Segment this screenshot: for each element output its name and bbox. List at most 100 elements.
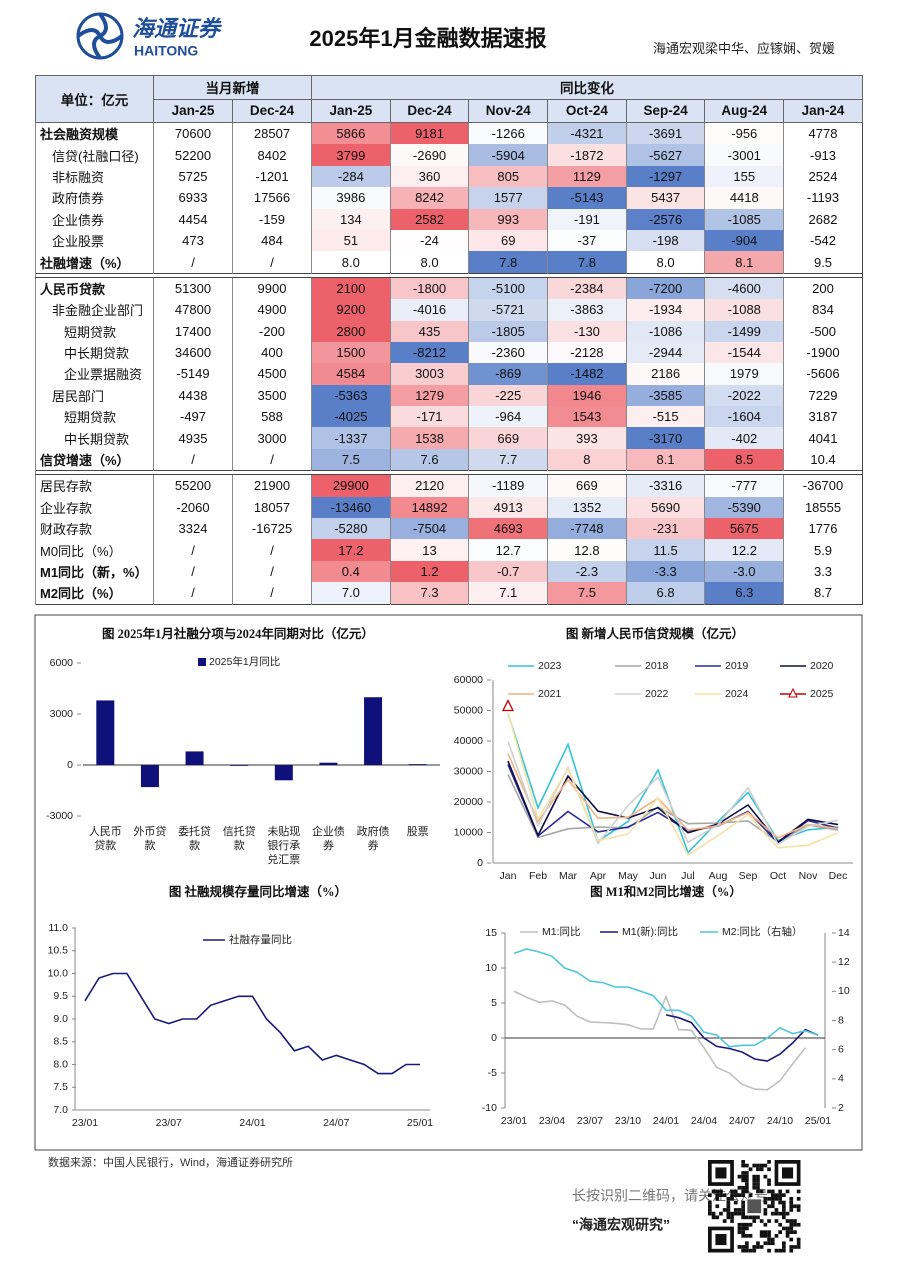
table-cell: -497 [153, 406, 233, 428]
table-cell: 1577 [468, 187, 548, 209]
qr-finder [782, 1167, 794, 1179]
qr-module [778, 1211, 782, 1216]
qr-module [767, 1178, 771, 1183]
qr-module [737, 1230, 742, 1234]
y-tick-label: 60000 [454, 674, 483, 686]
qr-module [770, 1200, 775, 1205]
table-cell: 1776 [783, 518, 863, 540]
qr-module [793, 1204, 797, 1209]
row-label: 财政存款 [35, 518, 154, 540]
table-cell: -3.0 [704, 560, 784, 583]
qr-module [778, 1200, 782, 1205]
table-cell: -1544 [704, 341, 784, 364]
qr-module [741, 1200, 745, 1205]
table-cell: 14892 [389, 496, 469, 519]
x-tick-label: 24/01 [653, 1115, 679, 1127]
table-cell: 18555 [783, 496, 863, 519]
table-cell: -500 [783, 320, 863, 342]
legend-label: 2025年1月同比 [209, 655, 280, 668]
qr-module [741, 1234, 745, 1238]
table-cell: 4693 [468, 518, 548, 540]
qr-module [789, 1222, 794, 1227]
bar [408, 764, 427, 765]
table-cell: 12.8 [547, 539, 627, 561]
table-cell: -777 [704, 474, 784, 497]
table-cell: 8.7 [783, 582, 863, 605]
table-cell: -5363 [311, 384, 391, 407]
chart-title: 图 新增人民币信贷规模（亿元） [566, 626, 744, 641]
table-cell: 47800 [153, 299, 233, 321]
qr-module [785, 1234, 790, 1238]
qr-module [767, 1182, 771, 1186]
table-cell: -1086 [625, 320, 705, 342]
row-label: 居民存款 [35, 474, 154, 497]
x-tick-label: Aug [709, 870, 728, 882]
table-cell: 8.0 [311, 251, 391, 274]
qr-module [767, 1241, 771, 1246]
qr-module [789, 1200, 794, 1205]
x-tick-label: Mar [559, 870, 578, 882]
qr-module [782, 1215, 786, 1220]
table-row: 企业债券 4454 -159 134 2582 993 -191 -2576 -1085 2682 [35, 208, 863, 230]
legend-label: M2:同比（右轴） [722, 925, 803, 938]
x-tick-label: 23/07 [577, 1115, 603, 1127]
table-row: 企业股票 473 484 51 -24 69 -37 -198 -904 -542 [35, 229, 863, 252]
qr-module [745, 1241, 749, 1246]
qr-module [722, 1219, 727, 1223]
qr-module [745, 1182, 749, 1186]
table-cell: 1129 [547, 165, 627, 188]
table-cell: 8.0 [625, 251, 705, 274]
table-row: 社融增速（%） //8.0 8.0 7.8 7.8 8.0 8.1 9.5 [35, 251, 863, 274]
x-tick-label: Jun [650, 870, 667, 882]
qr-module [763, 1241, 768, 1246]
table-row: 人民币贷款 51300 9900 2100 -1800 -5100 -2384 -7200 -4… [35, 277, 863, 300]
table-cell: 5675 [704, 518, 784, 540]
y-tick-label: 10.0 [48, 967, 69, 979]
y-tick-label: 7.0 [53, 1104, 68, 1116]
table-cell: 7.6 [389, 448, 469, 471]
qr-module [763, 1174, 768, 1179]
series-line [84, 972, 420, 1075]
table-cell: -3001 [704, 144, 784, 166]
table-cell: 4438 [153, 384, 233, 407]
row-label: 非标融资 [35, 165, 154, 188]
qr-module [741, 1226, 745, 1231]
logo-en: HAITONG [134, 43, 198, 59]
table-cell: -1499 [704, 320, 784, 342]
qr-module [752, 1163, 757, 1168]
group-header: 当月新增 [153, 75, 312, 100]
qr-module [745, 1189, 749, 1194]
qr-module [789, 1245, 794, 1249]
table-cell: 29900 [311, 474, 391, 497]
table-cell: 3324 [153, 518, 233, 540]
qr-module [763, 1200, 768, 1205]
qr-module [770, 1237, 775, 1242]
table-cell: -0.7 [468, 560, 548, 583]
qr-finder [715, 1234, 727, 1246]
qr-module [730, 1193, 734, 1197]
table-cell: -1604 [704, 406, 784, 428]
chart-title: 图 社融规模存量同比增速（%） [169, 884, 347, 899]
legend-label: 2020 [810, 660, 834, 672]
qr-module [796, 1208, 801, 1212]
qr-module [756, 1185, 760, 1190]
qr-module [730, 1211, 734, 1216]
table-cell: / [232, 448, 312, 471]
table-cell: 5.9 [783, 539, 863, 561]
table-cell: -913 [783, 144, 863, 166]
section-gap-cell [35, 470, 863, 476]
qr-module [741, 1204, 745, 1209]
table-cell: -7200 [625, 277, 705, 300]
qr-module [774, 1193, 779, 1197]
qr-module [789, 1208, 794, 1212]
table-cell: -515 [625, 406, 705, 428]
qr-module [708, 1204, 712, 1209]
table-row: 企业票据融资 -5149 4500 4584 3003 -869 -1482 2186 1979… [35, 363, 863, 385]
table-cell: -13460 [311, 496, 391, 519]
qr-module [741, 1171, 745, 1175]
qr-module [752, 1245, 757, 1249]
table-cell: 5690 [625, 496, 705, 519]
qr-module [741, 1208, 745, 1212]
qr-module [745, 1215, 749, 1220]
